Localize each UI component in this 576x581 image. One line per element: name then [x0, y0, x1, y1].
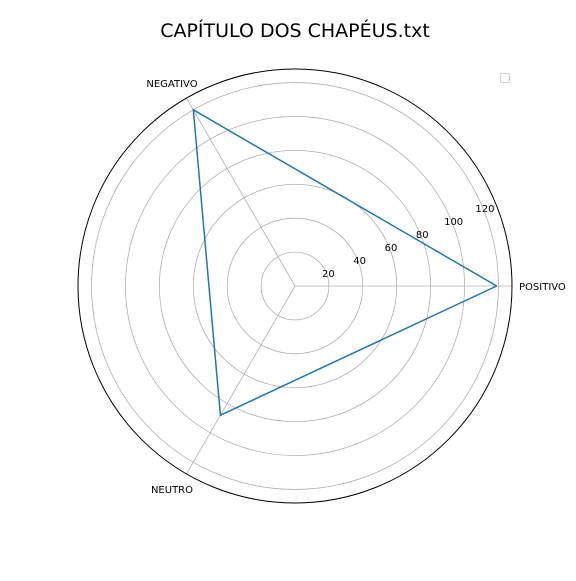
- category-label-negativo: NEGATIVO: [146, 79, 197, 90]
- spoke-negativo: [187, 98, 296, 286]
- category-label-positivo: POSITIVO: [519, 282, 566, 293]
- r-tick-label-20: 20: [322, 269, 335, 280]
- spoke-neutro: [187, 286, 296, 474]
- r-tick-label-100: 100: [444, 217, 463, 228]
- category-label-neutro: NEUTRO: [151, 485, 193, 496]
- r-tick-label-60: 60: [385, 243, 398, 254]
- r-tick-label-120: 120: [475, 204, 494, 215]
- legend-box: [500, 73, 510, 83]
- r-tick-label-40: 40: [353, 256, 366, 267]
- chart-title: CAPÍTULO DOS CHAPÉUS.txt: [0, 20, 576, 42]
